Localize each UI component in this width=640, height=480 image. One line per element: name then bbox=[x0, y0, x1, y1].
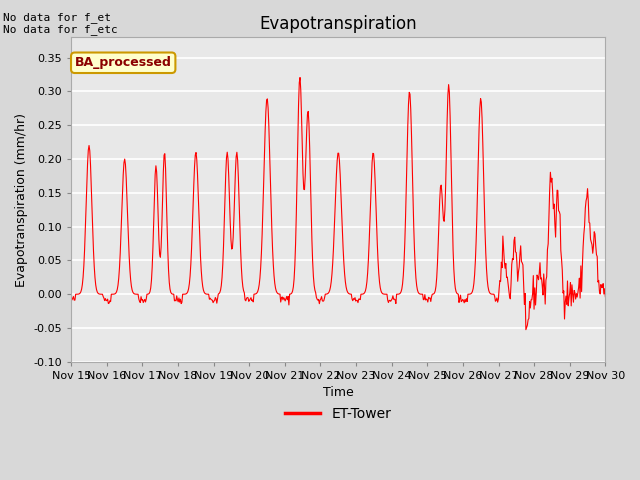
Text: BA_processed: BA_processed bbox=[75, 56, 172, 69]
Legend: ET-Tower: ET-Tower bbox=[280, 401, 397, 426]
Text: No data for f_et
No data for f_etc: No data for f_et No data for f_etc bbox=[3, 12, 118, 36]
Y-axis label: Evapotranspiration (mm/hr): Evapotranspiration (mm/hr) bbox=[15, 113, 28, 287]
Title: Evapotranspiration: Evapotranspiration bbox=[259, 15, 417, 33]
X-axis label: Time: Time bbox=[323, 386, 354, 399]
